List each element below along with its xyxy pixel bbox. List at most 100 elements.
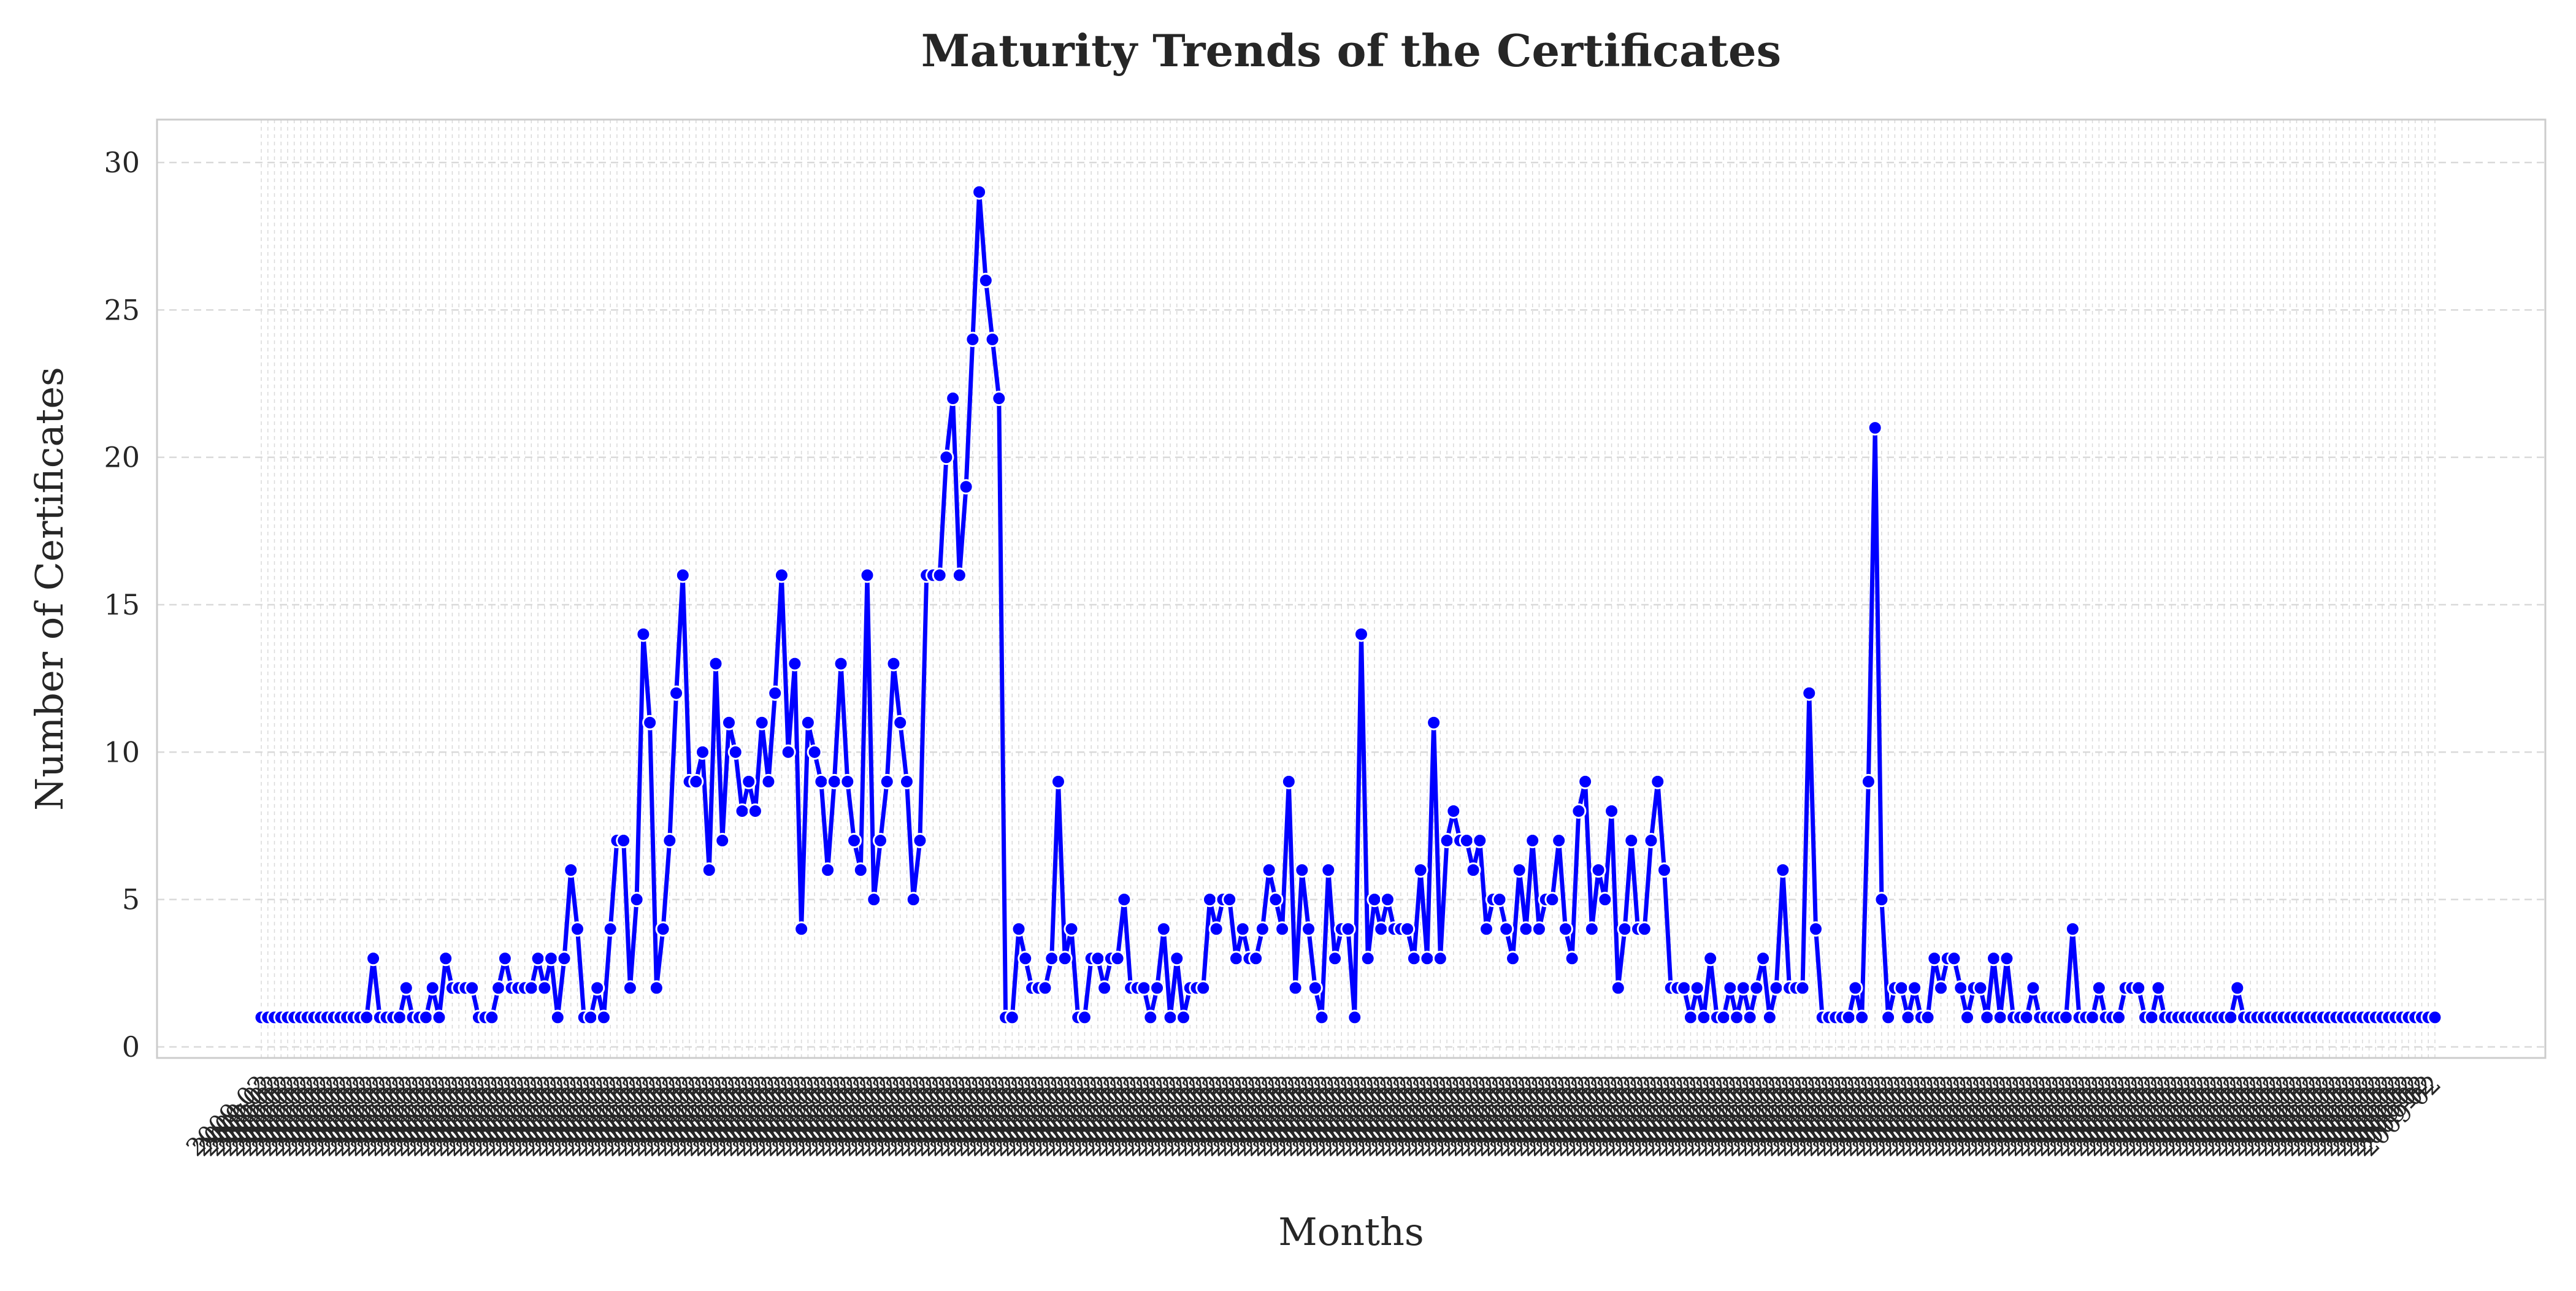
data-point <box>1933 980 1949 996</box>
x-axis-label: Months <box>1278 1209 1424 1254</box>
data-point <box>1571 803 1587 819</box>
data-point <box>1972 980 1988 996</box>
data-point <box>1347 1009 1363 1025</box>
data-point <box>866 892 882 908</box>
data-point <box>840 773 856 789</box>
data-point <box>886 656 902 672</box>
data-point <box>2150 980 2166 996</box>
data-point <box>1577 773 1593 789</box>
data-point <box>550 1009 565 1025</box>
data-point <box>972 184 987 200</box>
data-point <box>1235 921 1251 937</box>
data-point <box>1432 951 1448 967</box>
data-point <box>905 892 921 908</box>
data-point <box>1261 862 1277 878</box>
data-point <box>820 862 836 878</box>
data-point <box>958 479 974 495</box>
data-point <box>807 744 822 760</box>
data-point <box>1531 921 1547 937</box>
data-point <box>537 980 553 996</box>
data-point <box>1650 773 1666 789</box>
data-point <box>1953 980 1969 996</box>
data-point <box>1268 892 1284 908</box>
data-point <box>1801 685 1817 701</box>
data-point <box>688 773 704 789</box>
data-point <box>1518 921 1534 937</box>
data-point <box>1439 833 1455 849</box>
data-point <box>794 921 810 937</box>
data-point <box>734 803 750 819</box>
data-point <box>629 892 645 908</box>
data-point <box>1419 951 1435 967</box>
data-point <box>1854 1009 1870 1025</box>
data-point <box>2131 980 2147 996</box>
data-point <box>392 1009 408 1025</box>
data-point <box>523 980 539 996</box>
data-point <box>1149 980 1165 996</box>
data-point <box>1907 980 1923 996</box>
data-point <box>1847 980 1863 996</box>
data-point <box>662 833 678 849</box>
data-point <box>1222 892 1238 908</box>
data-point <box>1498 921 1514 937</box>
data-point <box>1446 803 1462 819</box>
y-tick-label: 25 <box>104 293 140 326</box>
data-point <box>1018 951 1033 967</box>
data-point <box>1617 921 1633 937</box>
y-axis-label: Number of Certificates <box>27 367 72 811</box>
data-point <box>583 1009 599 1025</box>
data-point <box>1176 1009 1192 1025</box>
data-point <box>1557 921 1573 937</box>
data-point <box>1610 980 1626 996</box>
data-point <box>1044 951 1060 967</box>
data-point <box>491 980 507 996</box>
data-point <box>978 272 994 288</box>
data-point <box>1379 892 1395 908</box>
data-point <box>1097 980 1113 996</box>
y-tick-label: 15 <box>104 588 140 621</box>
data-point <box>589 980 605 996</box>
data-point <box>2144 1009 2160 1025</box>
data-point <box>464 980 480 996</box>
data-point <box>616 833 632 849</box>
y-axis-ticks: 0 5 10 15 20 25 30 <box>104 146 140 1063</box>
data-point <box>1860 773 1876 789</box>
data-point <box>1400 921 1416 937</box>
chart-title: Maturity Trends of the Certificates <box>921 25 1781 77</box>
data-point <box>642 714 658 730</box>
data-point <box>965 331 981 347</box>
data-point <box>602 921 618 937</box>
data-point <box>2223 1009 2239 1025</box>
x-gridlines <box>261 120 2436 1058</box>
data-point <box>424 980 440 996</box>
data-point <box>1584 921 1600 937</box>
data-point <box>556 951 572 967</box>
data-point <box>1992 1009 2008 1025</box>
y-tick-label: 0 <box>122 1030 140 1063</box>
data-point <box>754 714 770 730</box>
y-tick-label: 10 <box>104 735 140 768</box>
data-point <box>1110 951 1125 967</box>
data-point <box>1406 951 1422 967</box>
data-point <box>1722 980 1738 996</box>
data-point <box>1900 1009 1916 1025</box>
data-point <box>1985 951 2001 967</box>
data-point <box>1696 1009 1712 1025</box>
data-point <box>1057 951 1073 967</box>
data-point <box>715 833 730 849</box>
data-point <box>1327 951 1343 967</box>
data-point <box>438 951 454 967</box>
data-point <box>484 1009 500 1025</box>
y-tick-label: 20 <box>104 441 140 474</box>
data-point <box>669 685 684 701</box>
data-point <box>1228 951 1244 967</box>
data-point <box>1795 980 1811 996</box>
data-point <box>1525 833 1541 849</box>
data-point <box>853 862 868 878</box>
data-point <box>892 714 908 730</box>
data-point <box>2085 1009 2101 1025</box>
data-point <box>1960 1009 1976 1025</box>
data-point <box>1064 921 1079 937</box>
